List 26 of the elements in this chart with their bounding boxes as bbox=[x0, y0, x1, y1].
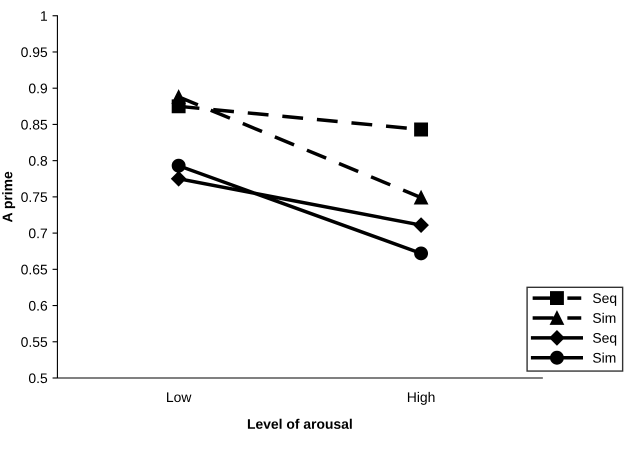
y-tick-label: 0.95 bbox=[21, 47, 48, 58]
legend-label: Seq bbox=[593, 333, 616, 346]
point bbox=[172, 158, 186, 173]
point bbox=[414, 190, 428, 205]
y-tick-label: 0.55 bbox=[21, 337, 48, 347]
y-tick-label: 0.9 bbox=[28, 84, 48, 94]
y-tick-label: 0.85 bbox=[21, 120, 48, 130]
x-tick-label: Low bbox=[167, 392, 192, 402]
y-tick-label: 0.7 bbox=[28, 228, 47, 238]
point bbox=[414, 122, 428, 136]
point bbox=[414, 218, 429, 233]
y-tick-label: 0.5 bbox=[28, 373, 48, 384]
y-tick-label: 0.75 bbox=[21, 192, 48, 202]
y-tick-label: 0.8 bbox=[28, 156, 48, 166]
y-tick-label: 0.6 bbox=[28, 300, 48, 311]
y-tick-label: 1 bbox=[41, 11, 48, 21]
legend-label: Sim bbox=[593, 352, 616, 363]
point bbox=[171, 171, 186, 186]
point bbox=[414, 246, 428, 260]
legend-label: Seq bbox=[593, 293, 616, 306]
y-axis-title: A prime bbox=[2, 172, 16, 222]
point bbox=[172, 90, 186, 104]
y-tick-label: 0.65 bbox=[21, 264, 48, 274]
x-axis-title: Level of arousal bbox=[248, 418, 352, 429]
legend-label: Sim bbox=[593, 312, 616, 323]
x-tick-label: High bbox=[408, 392, 434, 405]
